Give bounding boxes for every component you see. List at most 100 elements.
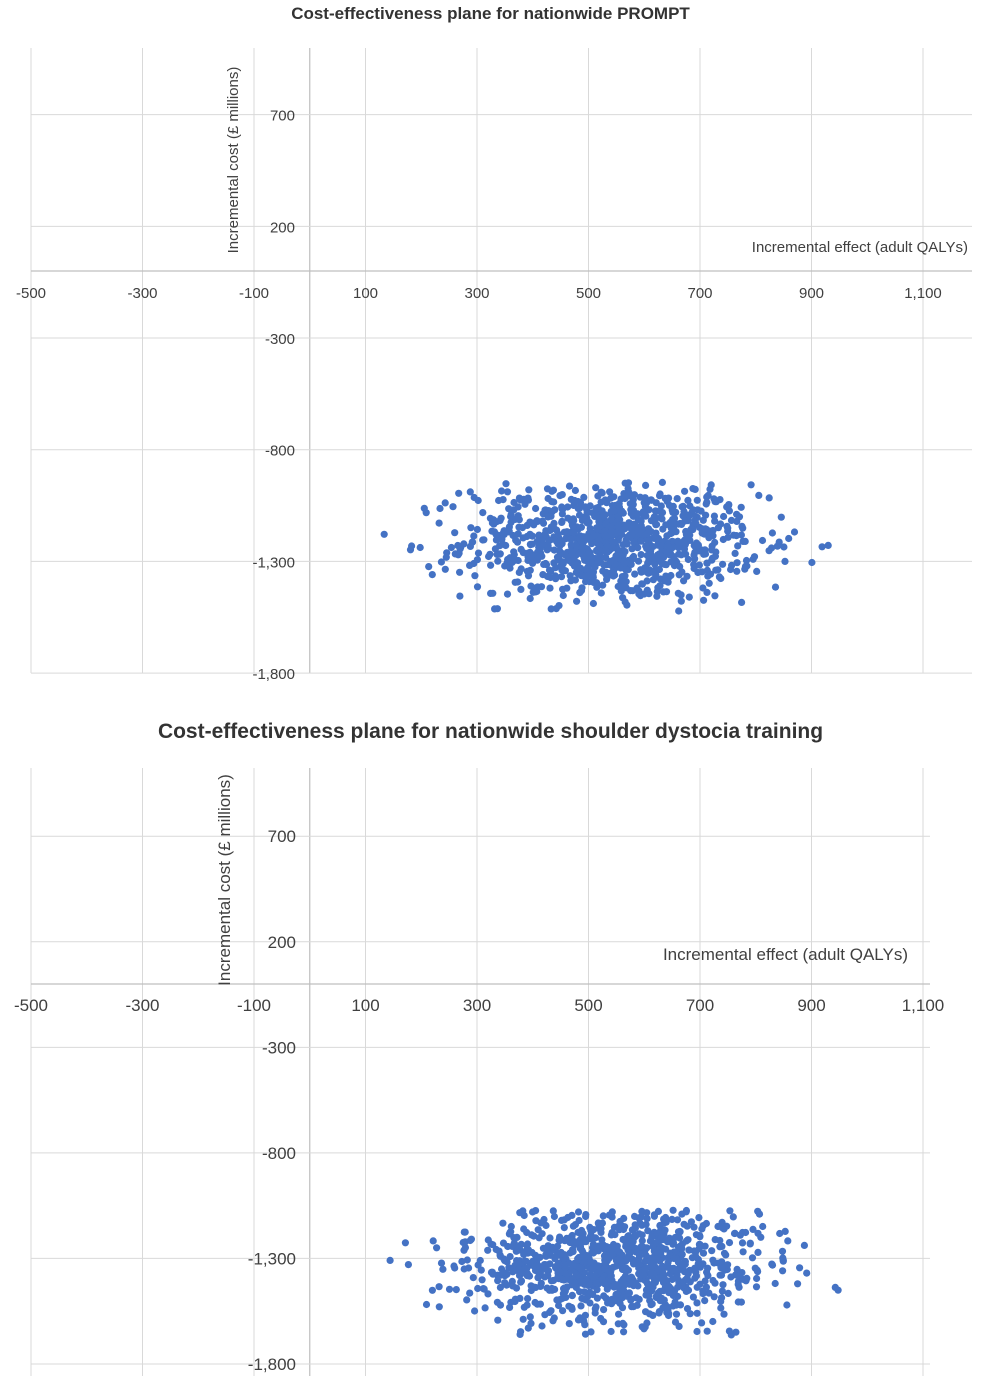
data-point [684,555,692,564]
data-point [514,556,522,565]
data-point [514,512,522,520]
data-point [674,1267,682,1275]
data-point [548,498,556,506]
data-point [638,1237,646,1245]
data-point [701,1297,709,1305]
data-point [734,1277,743,1285]
data-point [536,544,545,552]
data-point [587,1227,595,1235]
data-point [386,1256,394,1264]
data-point [637,1213,645,1221]
data-point [690,561,698,569]
data-point [645,525,653,533]
data-point [669,1206,677,1214]
data-point [602,554,610,562]
data-point [497,514,505,522]
data-point [480,536,488,544]
data-point [578,1226,586,1235]
data-point [685,511,694,520]
data-point [726,1207,734,1215]
data-point [700,596,708,604]
data-point [662,1218,670,1226]
data-point [743,562,751,570]
data-point [570,501,578,509]
data-point [514,530,522,538]
data-point [734,1298,742,1306]
data-point [689,526,697,534]
data-point [600,1306,608,1314]
data-point [685,593,693,601]
y-tick-label: -800 [262,1144,296,1163]
data-point [512,1247,520,1255]
data-point [640,1325,648,1333]
data-point [615,549,623,557]
data-point [678,1282,686,1290]
data-point [577,572,586,580]
data-point [570,553,578,561]
data-point [433,1244,441,1252]
data-point [620,1328,628,1336]
data-point [683,1305,692,1313]
data-point [599,1318,608,1326]
data-point [460,1265,468,1273]
data-point [481,1304,489,1312]
data-point [785,534,793,543]
data-point [701,1277,709,1285]
data-point [605,1211,614,1219]
data-point [569,528,578,537]
data-point [618,1285,626,1293]
data-point [469,1274,477,1282]
data-point [610,507,618,515]
data-point [597,1228,605,1236]
data-point [607,1268,615,1276]
data-point [777,513,785,521]
data-point [503,1258,511,1266]
data-point [540,1215,548,1224]
data-point [572,1272,580,1280]
data-point [576,589,584,597]
x-tick-label: 100 [351,996,379,1015]
data-point [628,531,636,539]
data-point [463,1256,471,1264]
data-point [794,1280,802,1288]
data-point [701,550,710,558]
data-point [538,1322,546,1330]
data-point [514,503,522,511]
data-point [754,1268,762,1276]
data-point [520,1225,528,1233]
data-point [627,1296,635,1304]
data-point [635,1260,644,1268]
data-point [528,532,537,540]
data-point [494,557,502,565]
data-point [533,587,541,596]
data-point [569,1248,577,1256]
data-point [582,1212,590,1221]
data-point [523,532,531,541]
data-point [429,1237,437,1245]
data-point [610,538,618,546]
data-point [717,1304,725,1312]
data-point [607,515,615,524]
data-point [719,535,727,544]
data-point [698,568,706,576]
data-point [669,1302,677,1310]
data-point [699,1260,707,1268]
data-point [662,588,671,596]
data-point [599,581,607,589]
data-point [553,526,561,534]
data-point [558,1216,566,1224]
data-point [527,551,535,559]
data-point [474,1261,482,1269]
data-point [611,571,619,579]
data-point [565,1320,573,1328]
data-point [559,1290,568,1298]
data-point [523,1264,531,1272]
data-point [630,1260,638,1268]
data-point [580,493,588,501]
data-point [746,1240,754,1248]
data-point [487,1268,496,1276]
data-point [581,1321,589,1329]
data-point [593,1286,601,1294]
data-point [592,1279,600,1287]
data-point [640,1271,648,1279]
